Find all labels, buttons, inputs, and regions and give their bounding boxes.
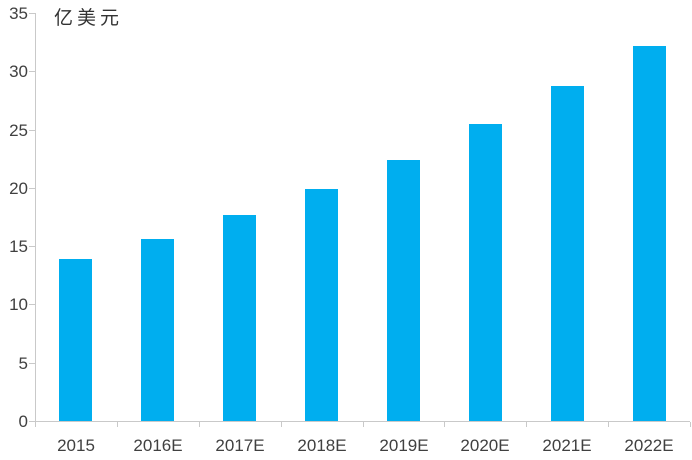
x-axis-spine (35, 421, 690, 422)
y-axis-unit-label: 亿美元 (54, 7, 124, 29)
y-axis-tick-label: 35 (9, 4, 28, 23)
x-axis-label-2022e: 2022E (624, 436, 674, 455)
y-axis-tick-label: 5 (18, 354, 28, 373)
x-axis-tick (690, 422, 691, 427)
x-axis-label-2017e: 2017E (215, 436, 265, 455)
y-axis-tick (29, 246, 35, 247)
x-axis-label-2018e: 2018E (297, 436, 347, 455)
x-axis-label-2019e: 2019E (379, 436, 429, 455)
bar-2015 (59, 259, 92, 421)
y-axis-tick-label: 0 (18, 412, 28, 431)
y-axis-tick (29, 304, 35, 305)
x-axis-tick (608, 422, 609, 427)
bar-2022e (633, 46, 666, 421)
bar-2020e (469, 124, 502, 421)
y-axis-tick (29, 421, 35, 422)
y-axis-tick (29, 13, 35, 14)
y-axis-tick (29, 71, 35, 72)
y-axis-tick-label: 30 (9, 62, 28, 81)
y-axis-spine (35, 13, 36, 422)
bar-2019e (387, 160, 420, 421)
y-axis-tick-label: 20 (9, 179, 28, 198)
bar-2016e (141, 239, 174, 421)
bar-2018e (305, 189, 338, 421)
bar-2021e (551, 86, 584, 421)
x-axis-label-2016e: 2016E (133, 436, 183, 455)
x-axis-tick (363, 422, 364, 427)
x-axis-tick (444, 422, 445, 427)
y-axis-tick (29, 363, 35, 364)
x-axis-tick (35, 422, 36, 427)
bar-2017e (223, 215, 256, 421)
x-axis-tick (117, 422, 118, 427)
x-axis-tick (526, 422, 527, 427)
x-axis-label-2020e: 2020E (460, 436, 510, 455)
y-axis-tick (29, 188, 35, 189)
x-axis-tick (281, 422, 282, 427)
x-axis-label-2015: 2015 (57, 436, 95, 455)
x-axis-label-2021e: 2021E (542, 436, 592, 455)
y-axis-tick-label: 25 (9, 121, 28, 140)
y-axis-tick (29, 130, 35, 131)
x-axis-tick (199, 422, 200, 427)
y-axis-tick-label: 10 (9, 295, 28, 314)
y-axis-tick-label: 15 (9, 237, 28, 256)
